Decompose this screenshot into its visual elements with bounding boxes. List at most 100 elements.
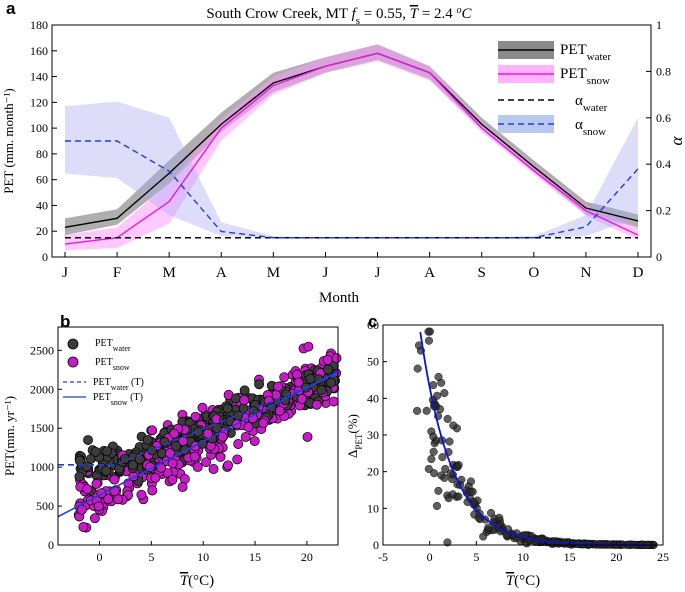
y-right-tick-label: 1 [656, 18, 662, 32]
panel-a-title-site: South Crow Creek, MT [206, 6, 347, 22]
scatter-point-delta-pet [424, 464, 433, 473]
scatter-point-pet-snow [239, 395, 250, 406]
panel-a-y-label: PET (mm. month⁻¹) [1, 88, 16, 194]
scatter-point-delta-pet [429, 447, 438, 456]
x-tick-label: 5 [148, 550, 154, 564]
scatter-point-delta-pet [443, 414, 452, 423]
scatter-point-delta-pet [466, 477, 475, 486]
scatter-point-pet-snow [223, 460, 233, 471]
x-tick-label: J [323, 265, 329, 281]
panel-c-x-label: T(°C) [506, 573, 540, 589]
x-tick-label: 25 [657, 550, 669, 564]
legend-b-pet-snow-label: PETsnow [95, 357, 130, 372]
y-tick-label: 100 [30, 121, 48, 135]
x-tick-label: 0 [427, 550, 433, 564]
y-tick-label: 160 [30, 44, 48, 58]
y-right-tick-label: 0.2 [656, 204, 671, 218]
panel-a-title-f-sub: s [356, 15, 360, 27]
scatter-point-delta-pet [454, 460, 463, 469]
scatter-point-pet-snow [177, 482, 188, 492]
x-tick-label: O [528, 265, 539, 281]
y-tick-label: 80 [36, 147, 48, 161]
x-tick-label: A [424, 265, 435, 281]
scatter-point-delta-pet [466, 487, 475, 496]
panel-a-legend: PETwater PETsnow αwater αsnow [498, 41, 611, 138]
scatter-point-pet-snow [93, 501, 104, 512]
x-tick-label: M [267, 265, 280, 281]
fit-line-pet-snow [57, 370, 339, 518]
panel-c-letter: c [368, 312, 377, 331]
scatter-point-pet-snow [274, 405, 285, 416]
panel-a-title-degree: o [457, 5, 462, 16]
legend-b-pet-water-marker [67, 338, 79, 350]
scatter-point-pet-water [326, 377, 337, 388]
y-tick-label: 500 [36, 499, 54, 513]
scatter-point-delta-pet [445, 437, 454, 446]
scatter-point-pet-snow [150, 472, 161, 483]
scatter-point-pet-snow [192, 462, 203, 472]
scatter-point-pet-water [90, 446, 101, 457]
y-tick-label: 2500 [30, 343, 54, 357]
scatter-point-pet-water [74, 471, 85, 482]
scatter-point-pet-snow [233, 439, 244, 449]
scatter-point-pet-snow [197, 402, 208, 413]
legend-alpha-snow-label: αsnow [575, 117, 606, 138]
x-tick-label: 15 [564, 550, 576, 564]
y-right-tick-label: 0.4 [656, 157, 671, 171]
band-water-pet [65, 44, 638, 236]
panel-b-fit-lines [57, 370, 339, 518]
scatter-point-pet-water [316, 385, 327, 395]
panel-a-title-unit: C [462, 6, 473, 22]
x-tick-label: D [633, 265, 644, 281]
scatter-point-pet-water [142, 434, 153, 445]
panel-a-title-fs-value: = 0.55, [360, 6, 410, 22]
y-tick-label: 2000 [30, 382, 54, 396]
panel-a-x-label: Month [319, 290, 360, 306]
y-right-tick-label: 0 [656, 250, 662, 264]
scatter-point-pet-snow [243, 422, 254, 433]
scatter-point-pet-water [222, 403, 233, 414]
scatter-point-pet-snow [82, 484, 93, 495]
legend-b-pet-snow-marker [67, 356, 79, 368]
legend-pet-water-label: PETwater [560, 42, 611, 63]
scatter-point-pet-snow [147, 485, 158, 496]
scatter-point-pet-snow [167, 458, 178, 469]
panel-b-plot-frame [57, 326, 339, 546]
x-tick-label: J [375, 265, 381, 281]
panel-b-y-axis: 0 500 1000 1500 2000 2500 [30, 343, 62, 552]
scatter-point-pet-snow [293, 377, 304, 388]
scatter-point-pet-snow [167, 474, 178, 485]
scatter-point-pet-snow [322, 355, 333, 365]
y-tick-label: 30 [367, 428, 379, 442]
panel-a-plot-frame [51, 24, 652, 258]
x-tick-label: 20 [301, 550, 313, 564]
scatter-point-pet-snow [76, 504, 87, 515]
panel-b-x-axis: 0 5 10 15 20 [96, 541, 313, 564]
panel-a-lines [64, 52, 639, 245]
panel-a-left-y-axis: 0 20 40 60 80 100 120 140 160 180 [30, 18, 57, 264]
scatter-point-pet-snow [273, 381, 284, 392]
x-tick-label: 20 [610, 550, 622, 564]
scatter-point-delta-pet [432, 501, 441, 510]
scatter-point-pet-snow [232, 454, 243, 465]
legend-alpha-snow-swatch [498, 115, 554, 133]
scatter-point-pet-water [81, 461, 92, 472]
scatter-point-delta-pet [427, 455, 436, 464]
scatter-point-pet-water [254, 379, 265, 390]
x-tick-label: 15 [249, 550, 261, 564]
scatter-point-pet-snow [258, 418, 269, 429]
y-tick-label: 50 [367, 355, 379, 369]
scatter-point-pet-snow [240, 432, 251, 442]
legend-b-pet-water-fit-label: PETwater (T) [93, 377, 144, 392]
scatter-point-pet-snow [113, 494, 124, 505]
y-tick-label: 40 [367, 391, 379, 405]
scatter-point-delta-pet [495, 513, 504, 522]
x-tick-label: J [62, 265, 68, 281]
panel-a-bands [65, 44, 638, 251]
y-tick-label: 10 [367, 501, 379, 515]
panel-b-y-label: PET(mm. yr⁻¹) [2, 396, 17, 476]
y-tick-label: 20 [36, 224, 48, 238]
y-tick-label: 0 [373, 538, 379, 552]
scatter-point-pet-snow [292, 369, 303, 380]
x-tick-label: 5 [473, 550, 479, 564]
